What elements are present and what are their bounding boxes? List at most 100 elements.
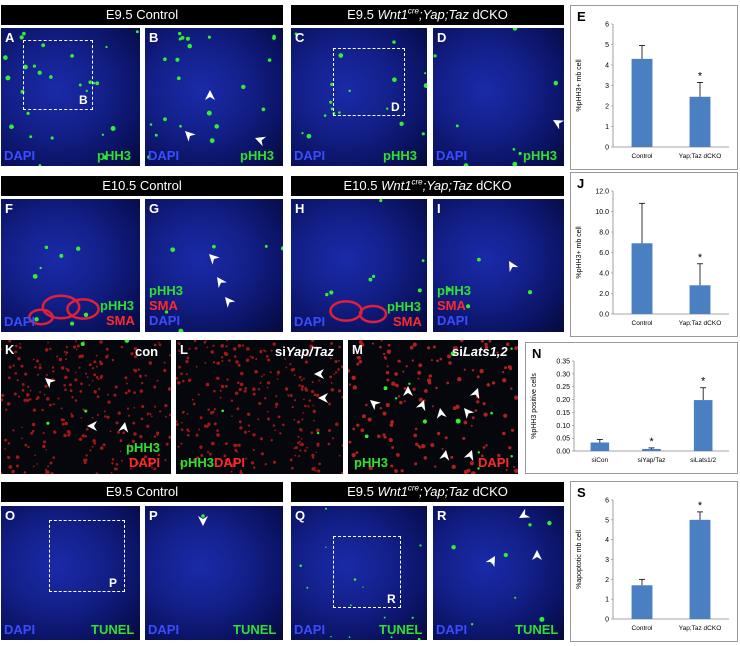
stain-dot: [300, 437, 303, 440]
stain-dot: [276, 378, 279, 380]
bar-chart-e: %pHH3+ mb cell 0 1 2 3 4 5 6 Control * Yap;Taz dCK…: [576, 22, 729, 160]
stain-dot: [299, 375, 302, 379]
stain-dot: [120, 345, 124, 349]
stain-dot: [334, 371, 338, 374]
stain-dot: [296, 420, 300, 424]
stain-dot: [514, 346, 518, 351]
stain-dot: [1, 398, 4, 402]
panel-i-micrograph: I pHH3 SMA DAPI: [433, 199, 564, 332]
stain-dot: [371, 342, 375, 345]
arrowheads: [209, 254, 236, 308]
stain-dot: [206, 425, 209, 428]
stain-dot: [337, 368, 340, 371]
stain-dot: [338, 345, 341, 349]
stain-dot: [528, 523, 532, 527]
stain-dot: [73, 345, 76, 349]
stain-dot: [300, 385, 303, 388]
stain-dot: [239, 469, 242, 472]
stain-dot: [436, 359, 439, 363]
stain-dot: [70, 54, 74, 58]
stain-dot: [408, 382, 411, 385]
significance-star: *: [701, 376, 706, 388]
stain-dot: [178, 365, 181, 369]
stain-dot: [133, 432, 137, 436]
stain-dot: [293, 418, 296, 421]
stain-dot: [47, 465, 50, 468]
bar: [689, 285, 711, 314]
stain-dot: [111, 358, 115, 362]
stain-dot: [103, 155, 108, 160]
stain-dot: [334, 359, 338, 364]
phh3-dots: [325, 199, 425, 297]
stain-dot: [252, 392, 256, 396]
stain-dot: [473, 471, 476, 474]
stain-dot: [64, 388, 67, 392]
bar-chart-j: %pHH3+ mb cell 0.0 2.0 4.0 6.0 8.0 10.0 12.0 Con…: [576, 189, 729, 327]
stain-dot: [101, 133, 105, 136]
stain-dot: [179, 124, 182, 128]
stain-dot: [153, 435, 156, 438]
stain-dot: [451, 544, 456, 550]
stain-dot: [488, 340, 492, 343]
stain-dot: [127, 443, 130, 446]
stain-dot: [80, 342, 85, 346]
stain-dot: [29, 135, 33, 139]
stain-dot: [85, 454, 88, 457]
stain-dot: [403, 387, 407, 390]
stain-dot: [213, 389, 216, 393]
stain-dot: [474, 348, 477, 352]
stain-dot: [348, 636, 351, 639]
stain-dot: [75, 340, 78, 343]
stain-dot: [329, 375, 333, 379]
y-tick-label: 0: [605, 617, 609, 624]
stain-dot: [267, 417, 270, 421]
stain-phh3-label: pHH3: [383, 148, 417, 163]
stain-dot: [93, 373, 97, 377]
stain-dot: [67, 433, 71, 437]
stain-dot: [244, 386, 248, 390]
stain-dot: [414, 462, 418, 466]
stain-dot: [457, 377, 462, 382]
stain-dot: [491, 381, 496, 385]
stain-dot: [266, 386, 269, 389]
stain-dot: [164, 310, 169, 314]
stain-dot: [37, 70, 42, 75]
y-axis-label: %pHH3+ mb cell: [576, 59, 583, 112]
stain-dot: [486, 383, 491, 387]
stain-dot: [207, 408, 210, 411]
stain-dot: [394, 469, 398, 473]
stain-dot: [66, 376, 68, 379]
stain-dot: [223, 352, 228, 356]
stain-dot: [254, 370, 258, 374]
stain-dot: [92, 439, 96, 443]
stain-dot: [426, 346, 431, 350]
stain-dot: [485, 444, 488, 447]
stain-dot: [46, 397, 50, 401]
stain-tunel-label: TUNEL: [91, 622, 135, 637]
stain-dot: [302, 377, 305, 380]
y-tick-label: 3: [605, 83, 609, 90]
stain-dot: [365, 403, 368, 407]
stain-dot: [383, 356, 387, 359]
stain-dot: [424, 72, 427, 75]
panel-letter: J: [577, 176, 585, 191]
stain-dot: [131, 439, 136, 444]
stain-dot: [201, 514, 205, 518]
y-tick-label: 0.35: [556, 359, 570, 366]
stain-dot: [250, 461, 255, 465]
stain-dot: [501, 370, 505, 374]
stain-dot: [88, 80, 92, 84]
stain-dot: [507, 365, 512, 370]
stain-dot: [69, 389, 73, 393]
stain-dot: [312, 404, 315, 407]
stain-dot: [513, 466, 516, 468]
header-e95-dcko: E9.5 Wnt1cre;Yap;Taz dCKO: [291, 5, 564, 25]
stain-dot: [83, 461, 87, 465]
stain-dot: [300, 379, 303, 382]
stain-dot: [297, 441, 300, 445]
panel-letter: K: [5, 342, 15, 357]
stain-dot: [93, 442, 96, 445]
stain-dot: [91, 379, 94, 382]
stain-dot: [144, 374, 147, 377]
stain-dot: [39, 266, 42, 270]
